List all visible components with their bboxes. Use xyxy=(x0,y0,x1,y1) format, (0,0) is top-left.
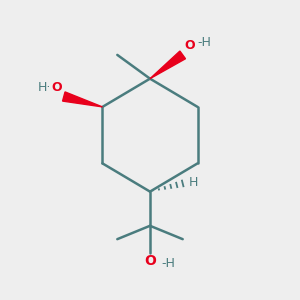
Polygon shape xyxy=(150,51,185,79)
Text: O: O xyxy=(52,80,62,94)
Text: H: H xyxy=(189,176,199,189)
Text: H·: H· xyxy=(38,80,51,94)
Text: O: O xyxy=(144,254,156,268)
Polygon shape xyxy=(63,92,102,107)
Text: O: O xyxy=(184,39,195,52)
Text: -H: -H xyxy=(161,257,175,270)
Text: -H: -H xyxy=(197,36,211,49)
